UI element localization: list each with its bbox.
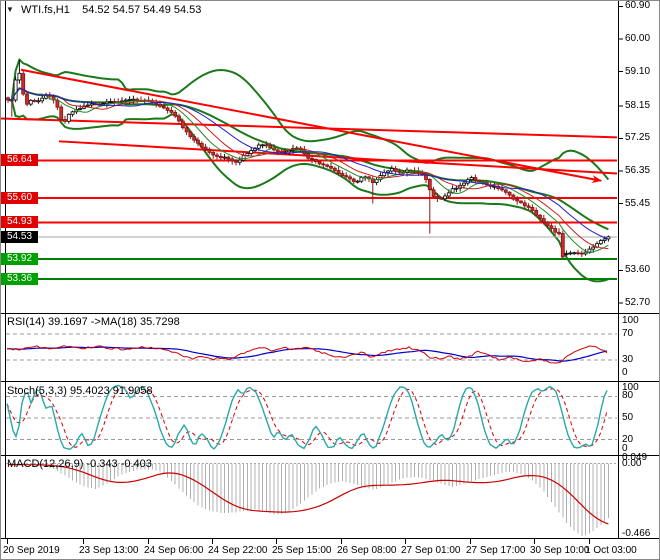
macd-indicator-label: MACD(12,26,9) -0.343 -0.403: [7, 458, 152, 470]
stoch-panel[interactable]: [1, 382, 618, 454]
ohlc-values: 54.52 54.57 54.49 54.53: [82, 4, 202, 16]
time-axis: [1, 539, 618, 559]
chart-title: ▼ WTI.fs,H1 54.52 54.57 54.49 54.53: [6, 4, 201, 16]
macd-panel[interactable]: [1, 456, 618, 537]
rsi-panel[interactable]: [1, 314, 618, 380]
stoch-indicator-label: Stoch(5,3,3) 95.4023 91.9058: [7, 385, 153, 397]
symbol-dropdown-icon: ▼: [6, 5, 14, 14]
symbol-period-label: WTI.fs,H1: [20, 4, 70, 16]
main-price-panel[interactable]: [1, 1, 618, 312]
rsi-indicator-label: RSI(14) 39.1697 ->MA(18) 35.7298: [7, 316, 180, 328]
